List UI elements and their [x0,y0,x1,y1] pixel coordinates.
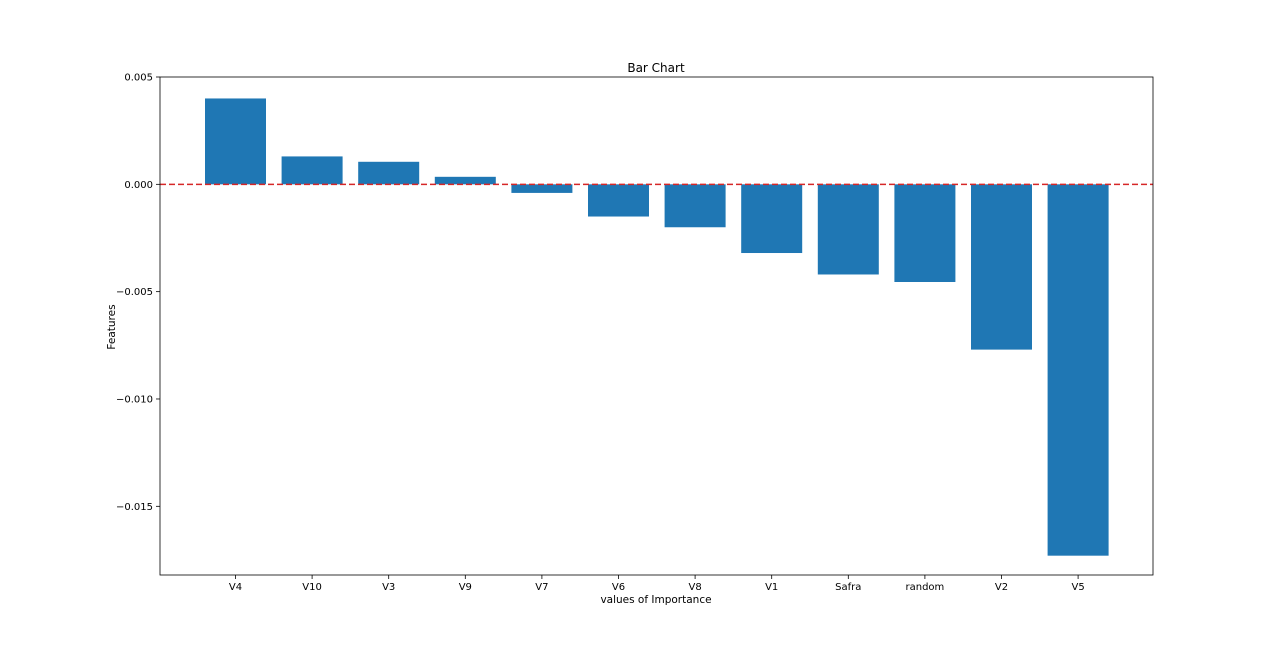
y-tick-label: −0.005 [116,287,153,298]
x-tick-label: V10 [302,582,322,593]
x-tick-label: V5 [1071,582,1084,593]
x-tick-label: Safra [835,582,861,593]
x-tick-label: V6 [612,582,625,593]
bar-v2 [971,184,1032,350]
plot-frame [159,76,1154,576]
bar-random [894,184,956,282]
bar-v10 [281,156,343,185]
x-tick-label: V8 [688,582,701,593]
x-tick-label: V1 [765,582,778,593]
y-tick-label: 0.005 [124,73,153,84]
y-tick-label: −0.015 [116,502,153,513]
chart-title: Bar Chart [627,61,685,75]
y-tick-label: 0.000 [124,180,153,191]
bar-v7 [511,184,573,193]
bar-v8 [664,184,726,228]
x-tick-label: random [906,582,945,593]
bar-v9 [434,176,496,185]
y-tick-label: −0.010 [116,394,153,405]
bar-v5 [1047,184,1109,556]
bar-v1 [741,184,803,254]
bar-v3 [358,161,420,185]
x-axis-label: values of Importance [600,594,711,606]
bar-v4 [205,98,266,185]
x-tick-label: V9 [459,582,472,593]
x-tick-label: V7 [535,582,548,593]
bar-v6 [588,184,649,217]
bars-group [205,98,1109,556]
y-axis: 0.005 0.000 −0.005 −0.010 −0.015 [116,73,160,513]
bar-safra [817,184,879,275]
x-tick-label: V3 [382,582,395,593]
x-axis: V4 V10 V3 V9 V7 V6 V8 V1 Safra random V2 V5 [229,575,1085,593]
x-tick-label: V2 [995,582,1008,593]
x-tick-label: V4 [229,582,242,593]
y-axis-label: Features [106,304,118,349]
